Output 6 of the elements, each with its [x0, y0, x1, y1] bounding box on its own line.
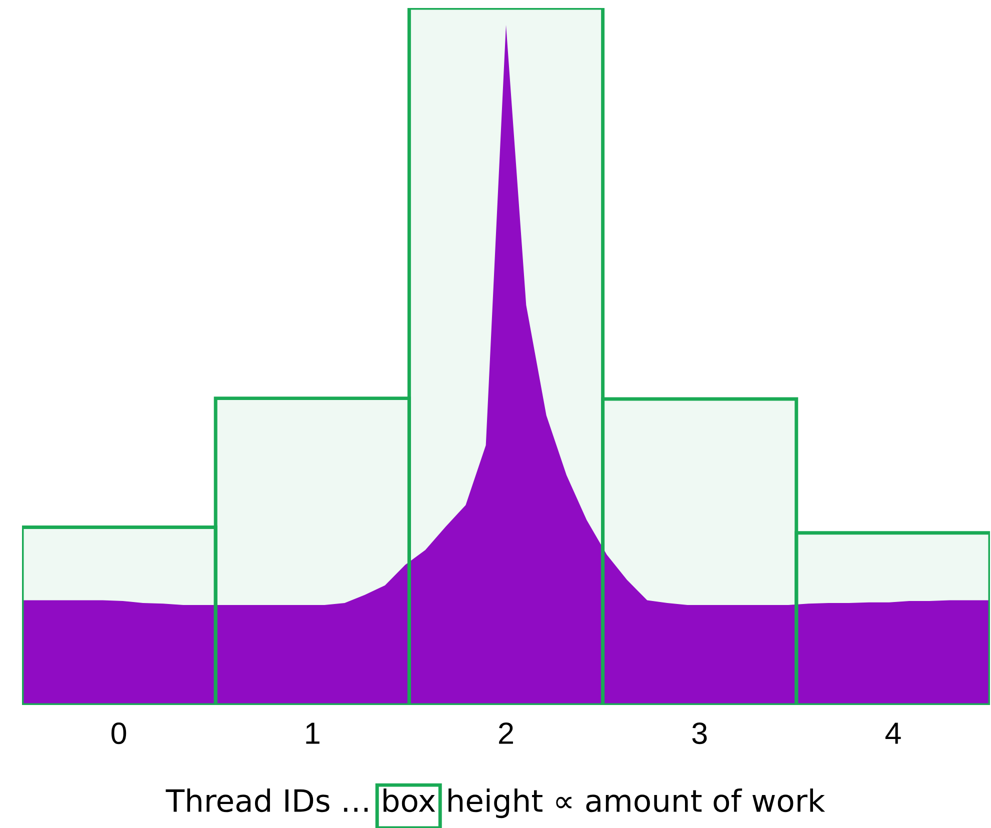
x-tick-label: 0	[112, 722, 126, 744]
x-tick-label: 3	[692, 722, 707, 744]
x-tick-label: 4	[885, 722, 901, 744]
x-tick-label: 2	[499, 722, 513, 744]
x-tick-label: 1	[306, 722, 320, 744]
x-axis-title: Thread IDs … box height ∝ amount of work	[166, 788, 826, 818]
